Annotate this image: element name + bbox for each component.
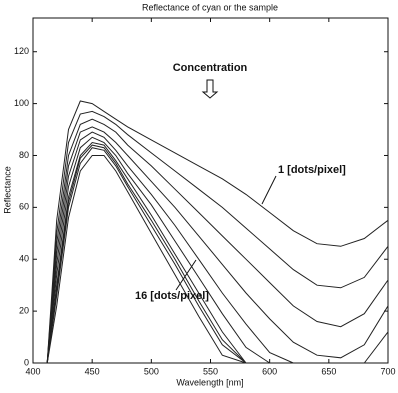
x-tick-label: 600 [262,366,277,376]
annotation: 1 [dots/pixel] [278,164,346,176]
x-tick-label: 700 [380,366,395,376]
chart-title: Reflectance of cyan or the sample [142,2,278,12]
y-tick-label: 80 [19,150,29,160]
annotation: Concentration [173,62,248,74]
line [46,118,389,364]
pointer [175,259,197,291]
line [46,110,389,364]
y-tick-label: 100 [14,98,29,108]
line [46,131,389,364]
x-tick-label: 450 [85,366,100,376]
y-tick-label: 20 [19,305,29,315]
line [46,126,389,364]
annotation: 16 [dots/pixel] [135,290,209,302]
line [46,147,247,364]
x-axis-label: Wavelength [nm] [176,377,243,387]
x-tick-label: 650 [321,366,336,376]
line [46,144,247,364]
x-tick-label: 500 [144,366,159,376]
y-tick-label: 60 [19,202,29,212]
line [46,141,247,364]
y-tick-label: 120 [14,46,29,56]
pointer [261,175,277,205]
y-tick-label: 0 [24,357,29,367]
x-tick-label: 550 [203,366,218,376]
y-axis-label: Reflectance [2,166,12,214]
line [46,100,389,364]
x-tick-label: 400 [25,366,40,376]
y-tick-label: 40 [19,254,29,264]
line [46,136,270,364]
arrow [201,79,219,99]
line [46,155,247,364]
